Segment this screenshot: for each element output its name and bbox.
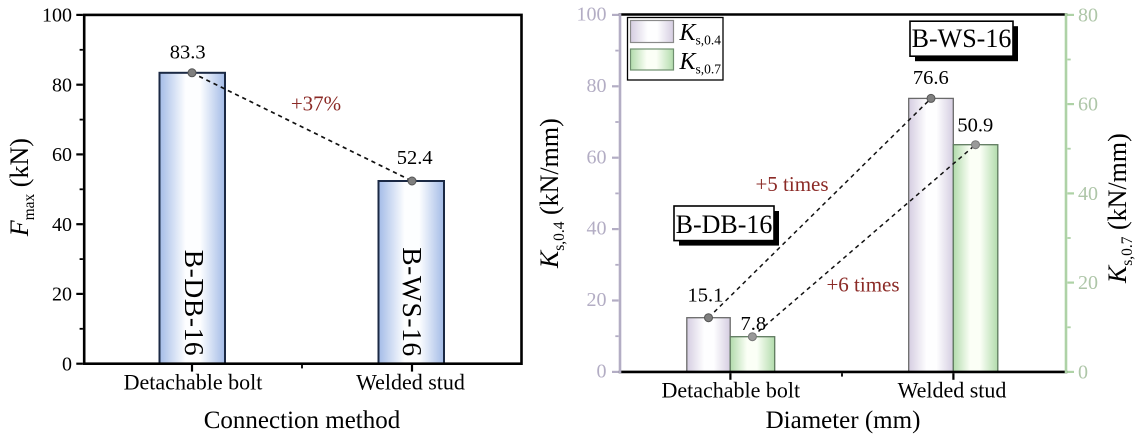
svg-text:80: 80 bbox=[587, 75, 607, 97]
svg-text:60: 60 bbox=[1078, 94, 1098, 116]
svg-text:Detachable bolt: Detachable bolt bbox=[661, 378, 800, 403]
svg-text:B-DB-16: B-DB-16 bbox=[179, 250, 210, 357]
svg-text:+37%: +37% bbox=[291, 92, 341, 116]
svg-text:Connection method: Connection method bbox=[204, 407, 401, 434]
svg-text:60: 60 bbox=[52, 144, 72, 166]
svg-text:20: 20 bbox=[52, 284, 72, 306]
svg-text:50.9: 50.9 bbox=[957, 115, 993, 137]
svg-text:83.3: 83.3 bbox=[170, 42, 206, 64]
svg-text:Diameter (mm): Diameter (mm) bbox=[766, 407, 921, 434]
svg-text:Ks,0.7 (kN/mm): Ks,0.7 (kN/mm) bbox=[1103, 133, 1136, 284]
svg-text:76.6: 76.6 bbox=[913, 67, 949, 89]
svg-text:Ks,0.7: Ks,0.7 bbox=[679, 49, 722, 77]
svg-text:40: 40 bbox=[1078, 183, 1098, 205]
svg-text:B-WS-16: B-WS-16 bbox=[912, 24, 1012, 53]
svg-text:40: 40 bbox=[52, 214, 72, 236]
svg-text:7.8: 7.8 bbox=[740, 313, 766, 335]
svg-text:52.4: 52.4 bbox=[397, 147, 433, 169]
svg-text:80: 80 bbox=[1078, 5, 1098, 27]
svg-text:Welded stud: Welded stud bbox=[898, 378, 1007, 403]
svg-text:80: 80 bbox=[52, 74, 72, 96]
svg-text:Ks,0.4 (kN/mm): Ks,0.4 (kN/mm) bbox=[535, 118, 568, 269]
svg-text:40: 40 bbox=[587, 218, 607, 240]
svg-text:B-DB-16: B-DB-16 bbox=[676, 210, 773, 239]
svg-text:60: 60 bbox=[587, 146, 607, 168]
svg-text:15.1: 15.1 bbox=[687, 285, 723, 307]
svg-text:B-WS-16: B-WS-16 bbox=[397, 247, 428, 357]
svg-text:20: 20 bbox=[1078, 272, 1098, 294]
svg-text:+6 times: +6 times bbox=[826, 273, 899, 297]
svg-text:100: 100 bbox=[42, 5, 72, 27]
svg-text:0: 0 bbox=[62, 353, 72, 375]
svg-text:Ks,0.4: Ks,0.4 bbox=[679, 20, 722, 48]
svg-text:Welded stud: Welded stud bbox=[356, 370, 465, 395]
svg-text:20: 20 bbox=[587, 289, 607, 311]
svg-text:+5 times: +5 times bbox=[755, 172, 828, 196]
svg-text:Detachable bolt: Detachable bolt bbox=[124, 370, 263, 395]
svg-text:0: 0 bbox=[597, 361, 607, 383]
svg-text:100: 100 bbox=[577, 4, 607, 26]
svg-text:0: 0 bbox=[1078, 362, 1088, 384]
svg-text:Fmax (kN): Fmax (kN) bbox=[5, 138, 38, 237]
